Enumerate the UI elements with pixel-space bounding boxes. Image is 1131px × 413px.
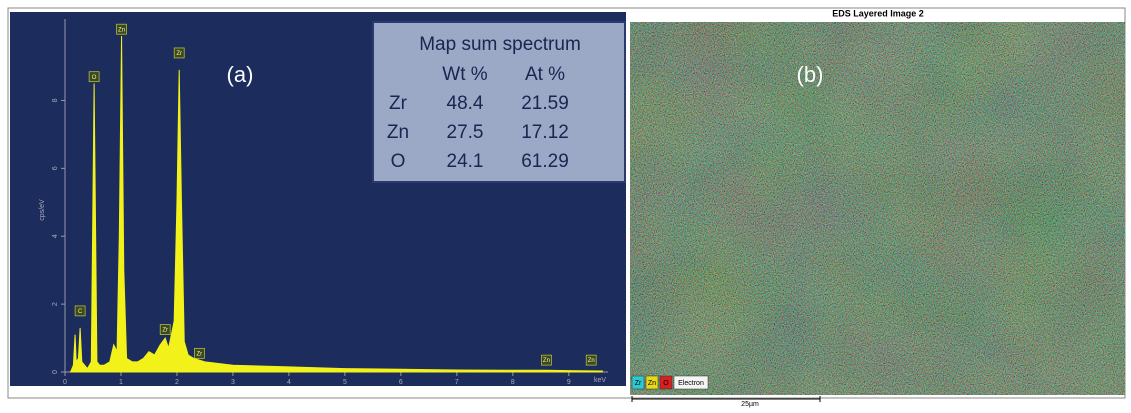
table-cell: Zr (389, 93, 408, 114)
peak-label-box (116, 23, 127, 35)
y-axis-label: cps/eV (39, 199, 46, 221)
x-tick-label: 8 (511, 379, 515, 386)
y-tick-label: 6 (52, 166, 59, 170)
panel-label: (a) (227, 62, 254, 87)
table-cell: Zn (387, 122, 409, 143)
panel-label: (b) (797, 62, 824, 87)
y-tick-label: 4 (52, 234, 59, 238)
peak-label: Zn (118, 27, 125, 33)
x-axis-label: keV (594, 377, 606, 384)
table-cell: 17.12 (521, 122, 569, 143)
peak-label-box (74, 305, 86, 317)
legend-chip (659, 375, 673, 390)
x-tick-label: 5 (343, 379, 347, 386)
legend-label: Zn (648, 380, 656, 387)
peak-label-box (159, 324, 171, 335)
x-tick-label: 6 (399, 379, 403, 386)
map-title: EDS Layered Image 2 (832, 8, 924, 18)
legend-chip (631, 375, 645, 390)
table-box (372, 21, 626, 183)
peak-label: C (78, 309, 83, 315)
table-cell: 48.4 (447, 93, 484, 114)
x-tick-label: 0 (63, 379, 67, 386)
peak-label: O (92, 75, 97, 81)
x-tick-label: 2 (175, 379, 179, 386)
x-tick-label: 3 (231, 379, 235, 386)
peak-label: Zn (588, 358, 595, 364)
peak-label: Zr (162, 328, 168, 334)
legend-label: Zr (635, 380, 642, 387)
peak-label-box (173, 47, 185, 59)
x-tick-label: 9 (567, 379, 571, 386)
peak-label-box (541, 354, 552, 366)
table-cell: O (391, 151, 406, 172)
y-tick-label: 2 (52, 302, 59, 306)
peak-label: Zr (197, 351, 203, 357)
table-cell: 27.5 (447, 122, 484, 143)
legend-label: Electron (678, 380, 704, 387)
table: Wt % At % Zr 48.4 21.59 Zn 27.5 17.12 O 24.1 61.29 (387, 64, 569, 172)
y-tick-label: 8 (52, 98, 59, 102)
table-cell: 21.59 (521, 93, 569, 114)
spectrum-area (69, 35, 603, 373)
table-cell: 61.29 (521, 151, 569, 172)
y-tick-label: 0 (52, 370, 59, 374)
peak-label: Zn (543, 358, 550, 364)
table-header: At % (525, 64, 565, 85)
x-tick-label: 1 (119, 379, 123, 386)
table-cell: 24.1 (447, 151, 484, 172)
table-title: Map sum spectrum (419, 34, 581, 55)
x-tick-label: 4 (287, 379, 291, 386)
plot: 0 1 2 3 4 5 6 7 8 9 0 2 4 6 8 C O Zn Zr Zr Zr Zn Zn (52, 19, 608, 386)
peak-label-box (585, 354, 597, 366)
legend-chip (673, 375, 709, 390)
map-speckle (630, 22, 1125, 395)
peak-label-box (194, 347, 205, 359)
peak-label-box (88, 71, 100, 83)
legend-chip (645, 375, 659, 390)
legend-label: O (663, 380, 669, 387)
table-header: Wt % (442, 64, 487, 85)
peak-label: Zr (176, 51, 182, 57)
scale-bar-label: 25µm (741, 401, 759, 408)
x-tick-label: 7 (455, 379, 459, 386)
map-legend: Zr Zn O Electron (631, 375, 709, 390)
